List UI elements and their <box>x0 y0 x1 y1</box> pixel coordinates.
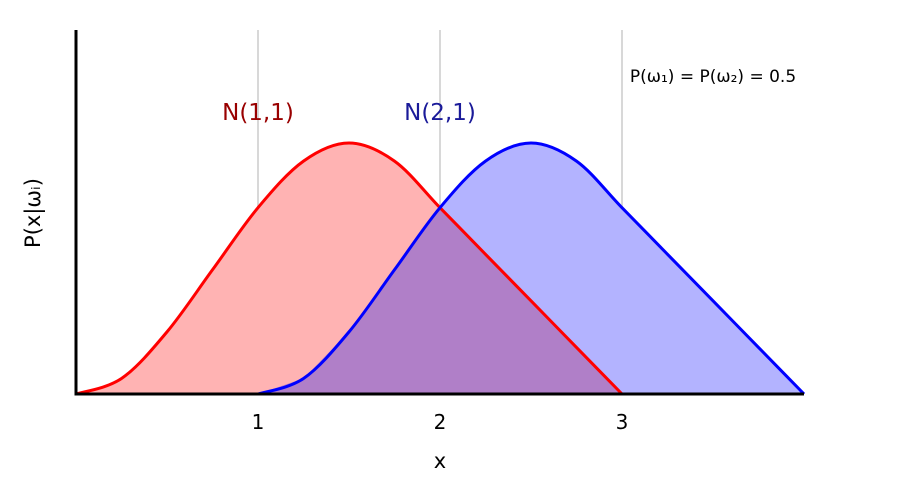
curve-n-2-1 <box>257 141 806 396</box>
chart-text: 1 2 3 x P(x|ωᵢ) N(1,1) N(2,1) P(ω₁) = P(ω₂) = 0… <box>21 67 796 473</box>
y-axis-title: P(x|ωᵢ) <box>21 178 46 248</box>
x-tick-label-3: 3 <box>616 410 629 434</box>
series-label-n-2-1: N(2,1) <box>404 100 476 126</box>
x-tick-label-1: 1 <box>252 410 265 434</box>
series-label-n-1-1: N(1,1) <box>222 100 294 126</box>
density-areas <box>76 143 804 394</box>
curve-n-1-1 <box>75 141 624 396</box>
prior-annotation: P(ω₁) = P(ω₂) = 0.5 <box>630 67 796 87</box>
axes <box>74 30 804 396</box>
x-axis-title: x <box>434 449 446 473</box>
x-tick-label-2: 2 <box>434 410 447 434</box>
overlap-area <box>258 207 622 394</box>
density-curves <box>75 141 806 396</box>
